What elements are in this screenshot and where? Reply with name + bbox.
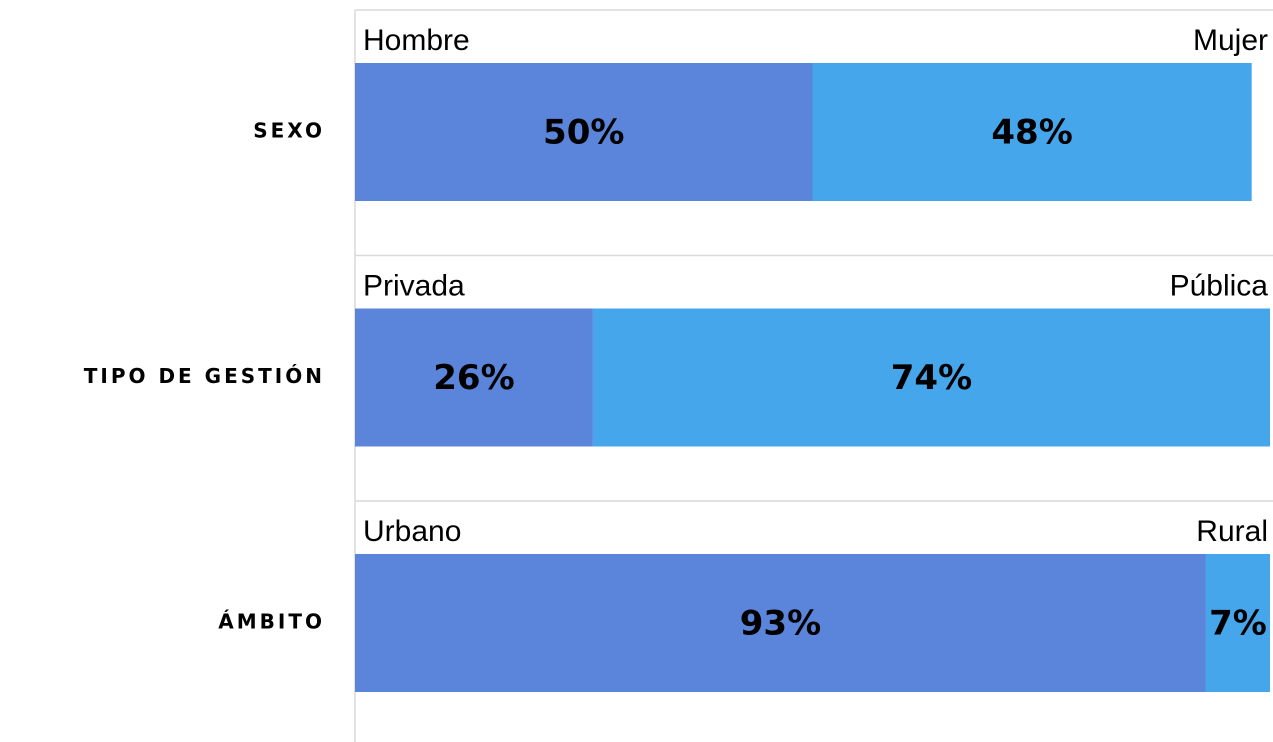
value-label: 26% <box>433 358 514 398</box>
bar-segment <box>355 63 813 201</box>
segment-label: Pública <box>1170 269 1269 302</box>
bar-segment <box>355 554 1206 692</box>
segment-label: Privada <box>363 269 465 302</box>
segment-label: Hombre <box>363 24 470 57</box>
value-label: 74% <box>891 358 972 398</box>
bar-segment <box>592 308 1270 447</box>
category-label: ÁMBITO <box>218 610 325 634</box>
category-label: SEXO <box>253 119 325 143</box>
bar-segment <box>1205 554 1270 692</box>
value-label: 93% <box>740 604 821 644</box>
value-label: 50% <box>543 113 624 153</box>
segment-label: Mujer <box>1193 24 1268 57</box>
value-label: 48% <box>991 113 1072 153</box>
bar-segment <box>812 63 1252 201</box>
segment-label: Rural <box>1196 515 1268 548</box>
segment-label: Urbano <box>363 515 461 548</box>
category-label: TIPO DE GESTIÓN <box>84 364 325 388</box>
bar-segment <box>355 308 593 447</box>
value-label: 7% <box>1209 604 1267 644</box>
